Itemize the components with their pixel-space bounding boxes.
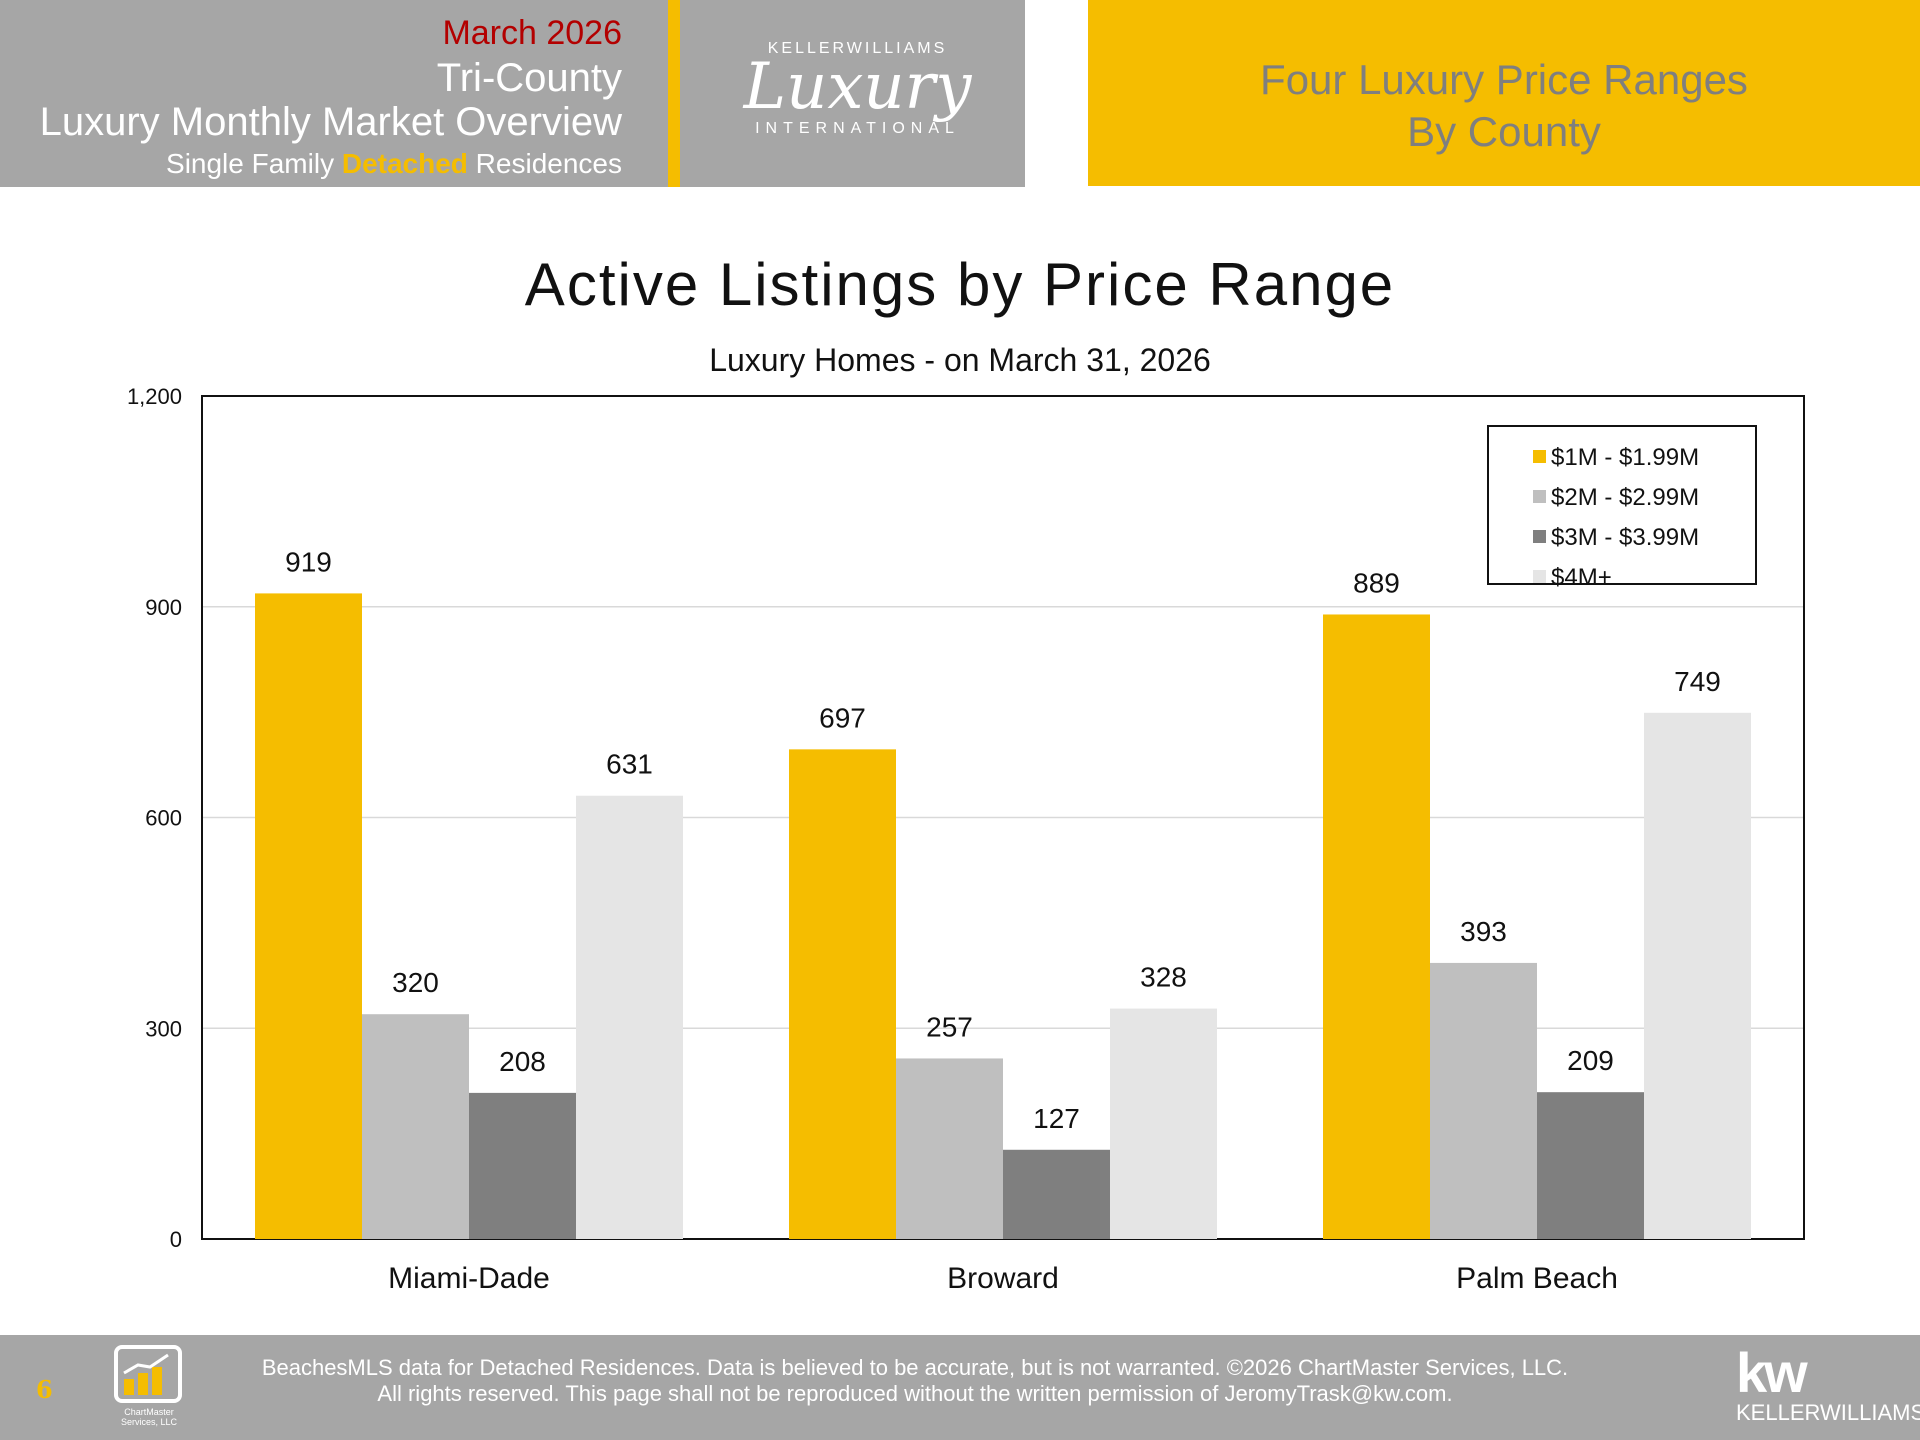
keller-williams-logo: kw KELLERWILLIAMS. <box>1736 1345 1920 1425</box>
report-region: Tri-County <box>436 56 622 100</box>
data-label: 889 <box>1353 567 1400 598</box>
data-label: 749 <box>1674 666 1721 697</box>
bar <box>896 1058 1003 1239</box>
disclaimer: BeachesMLS data for Detached Residences.… <box>200 1355 1630 1407</box>
data-label: 127 <box>1033 1103 1080 1134</box>
bar <box>362 1014 469 1239</box>
section-title: Four Luxury Price Ranges By County <box>1088 54 1920 158</box>
bar <box>1323 614 1430 1239</box>
report-month: March 2026 <box>442 14 622 52</box>
x-tick-label: Palm Beach <box>1456 1262 1618 1295</box>
report-heading: March 2026 Tri-County Luxury Monthly Mar… <box>0 10 622 184</box>
disclaimer-line1: BeachesMLS data for Detached Residences.… <box>261 1355 1569 1380</box>
legend-swatch <box>1533 570 1546 583</box>
y-tick-label: 300 <box>145 1016 182 1041</box>
chartmaster-logo-text: ChartMaster Services, LLC <box>120 1407 178 1427</box>
kw-luxury-logo: KELLERWILLIAMS Luxury INTERNATIONAL <box>690 0 1025 187</box>
bar-chart: 0 300 600 900 1,200 919 320 208 631 Miami-Dade 697… <box>127 384 1805 1295</box>
legend-label: $2M - $2.99M <box>1551 484 1699 511</box>
logo-bottom-text: INTERNATIONAL <box>755 120 960 137</box>
chart-title: Active Listings by Price Range <box>524 251 1396 318</box>
logo-script-text: Luxury <box>743 50 972 124</box>
y-tick-label: 0 <box>170 1227 182 1252</box>
data-label: 328 <box>1140 962 1187 993</box>
data-label: 208 <box>499 1046 546 1077</box>
disclaimer-line2: All rights reserved. This page shall not… <box>377 1381 1453 1406</box>
bar <box>1537 1092 1644 1239</box>
bar <box>1430 962 1537 1239</box>
x-tick-label: Broward <box>947 1262 1059 1295</box>
report-title: Luxury Monthly Market Overview <box>39 100 622 144</box>
logo-top-text: KELLERWILLIAMS <box>767 40 948 57</box>
data-label: 393 <box>1460 916 1507 947</box>
y-tick-label: 600 <box>145 806 182 831</box>
kw-name: KELLERWILLIAMS. <box>1736 1400 1920 1425</box>
data-label: 919 <box>285 546 332 577</box>
bar <box>1003 1149 1110 1239</box>
y-tick-label: 1,200 <box>127 384 182 409</box>
section-title-line2: By County <box>1407 108 1601 155</box>
subtitle-post: Residences <box>467 148 622 179</box>
data-label: 257 <box>926 1011 973 1042</box>
bar <box>255 593 362 1239</box>
section-title-line1: Four Luxury Price Ranges <box>1260 56 1748 103</box>
report-subtitle: Single Family Detached Residences <box>0 144 622 184</box>
legend-swatch <box>1533 490 1546 503</box>
data-label: 320 <box>392 967 439 998</box>
data-label: 209 <box>1567 1045 1614 1076</box>
chart-icon <box>114 1345 182 1403</box>
legend-label: $1M - $1.99M <box>1551 444 1699 471</box>
x-tick-label: Miami-Dade <box>388 1262 550 1295</box>
bar <box>469 1092 576 1239</box>
bar <box>1644 712 1751 1239</box>
legend-label: $3M - $3.99M <box>1551 524 1699 551</box>
legend-box <box>1487 425 1757 585</box>
bar <box>789 749 896 1239</box>
legend-swatch <box>1533 450 1546 463</box>
section-banner: Four Luxury Price Ranges By County <box>1088 0 1920 186</box>
kw-mark: kw <box>1736 1341 1808 1404</box>
header-divider <box>668 0 680 187</box>
bar <box>576 795 683 1239</box>
page-number: 6 <box>36 1375 53 1404</box>
subtitle-pre: Single Family <box>166 148 342 179</box>
data-label: 697 <box>819 702 866 733</box>
legend-swatch <box>1533 530 1546 543</box>
legend-label: $4M+ <box>1551 564 1612 591</box>
y-tick-label: 900 <box>145 595 182 620</box>
chart-subtitle: Luxury Homes - on March 31, 2026 <box>709 342 1211 378</box>
subtitle-highlight: Detached <box>341 148 468 179</box>
bar <box>1110 1008 1217 1239</box>
data-label: 631 <box>606 749 653 780</box>
footer: 6 ChartMaster Services, LLC BeachesMLS d… <box>0 1335 1920 1440</box>
chartmaster-logo: ChartMaster Services, LLC <box>112 1345 186 1429</box>
